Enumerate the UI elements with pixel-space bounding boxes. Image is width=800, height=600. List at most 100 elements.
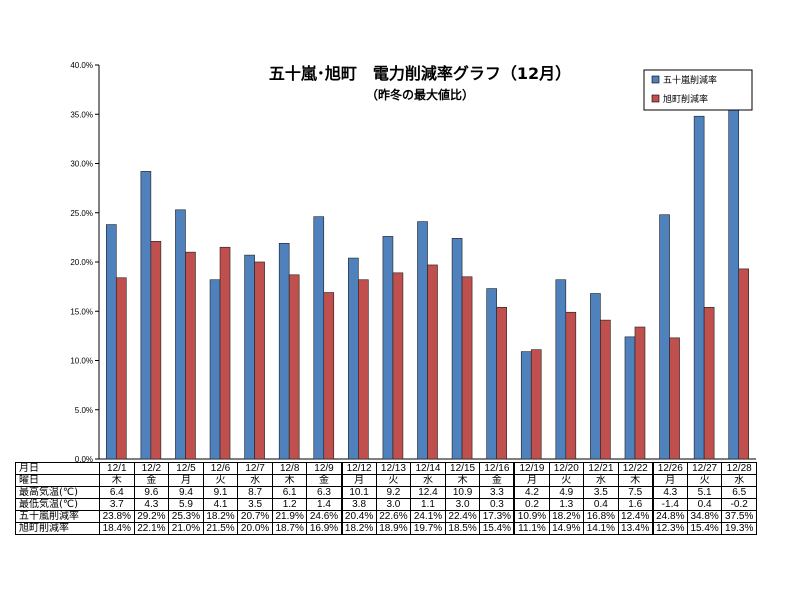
chart-subtitle: （昨冬の最大値比） [366,87,474,102]
bar-igarashi-15 [624,336,636,460]
row-label: 曜日 [15,474,100,487]
bar-igarashi-6 [313,216,325,460]
table-cell: 6.1 [271,486,308,499]
table-cell: 12/12 [340,462,377,475]
bar-igarashi-17 [693,115,705,460]
table-row-weekday: 曜日木金月火水木金月火水木金月火水木月火水 [15,474,757,487]
table-cell: 12/7 [237,462,273,475]
table-cell: 12/26 [651,462,688,475]
table-cell: 3.0 [444,498,481,511]
table-cell: 18.5% [444,522,481,535]
bar-igarashi-3 [209,279,221,460]
bar-igarashi-1 [140,171,152,460]
table-row-asahimachi: 旭町削減率 18.4% 22.1% 21.0% 21.5% 20.0% 18.7% 16.9%… [15,522,757,535]
table-cell: 12/21 [583,462,619,475]
table-cell: 月 [513,474,550,487]
bar-igarashi-13 [555,279,567,460]
table-cell: 12/1 [99,462,135,475]
row-label: 月日 [15,462,100,475]
y-tick-label: 40.0% [70,61,93,70]
table-cell: 4.3 [133,498,170,511]
table-cell: 3.5 [583,486,619,499]
table-cell: 24.6% [306,510,343,523]
bar-asahimachi-1 [150,241,162,460]
table-cell: 11.1% [513,522,550,535]
table-cell: 13.4% [617,522,654,535]
table-cell: 4.9 [548,486,585,499]
row-label: 最低気温(℃) [15,498,100,511]
table-cell: 24.8% [651,510,688,523]
table-cell: 12/20 [548,462,585,475]
table-cell: 3.3 [479,486,515,499]
chart-title: 五十嵐･旭町 電力削減率グラフ（12月） [269,64,571,83]
table-cell: 1.4 [306,498,343,511]
table-cell: 16.9% [306,522,343,535]
table-cell: 1.3 [548,498,585,511]
table-cell: 月 [168,474,204,487]
table-row-min-temp: 最低気温(℃) 3.7 4.3 5.9 4.1 3.5 1.2 1.4 3.8 3.0 1.1 3.0… [15,498,757,511]
table-cell: 18.2% [340,522,377,535]
bar-igarashi-18 [728,89,740,460]
table-cell: 水 [583,474,619,487]
table-cell: 12/6 [202,462,239,475]
table-cell: 12/8 [271,462,308,475]
y-tick-label: 10.0% [70,357,93,366]
y-tick-label: 35.0% [70,110,93,119]
table-cell: 0.4 [686,498,723,511]
table-cell: 18.4% [99,522,135,535]
bar-asahimachi-18 [738,268,750,460]
table-cell: 24.1% [410,510,446,523]
table-cell: 22.1% [133,522,170,535]
bar-asahimachi-12 [530,349,542,460]
table-cell: 20.4% [340,510,377,523]
y-tick-label: 30.0% [70,160,93,169]
table-cell: 3.5 [237,498,273,511]
table-cell: 6.5 [721,486,757,499]
table-cell: 水 [410,474,446,487]
bar-asahimachi-3 [219,246,231,460]
table-cell: 4.2 [513,486,550,499]
bar-igarashi-4 [244,254,255,460]
bar-igarashi-9 [417,221,428,460]
table-cell: 23.8% [99,510,135,523]
table-cell: 21.0% [168,522,204,535]
table-cell: 12/27 [686,462,723,475]
table-cell: 12.4 [410,486,446,499]
table-cell: 29.2% [133,510,170,523]
table-cell: 12/28 [721,462,757,475]
table-row-max-temp: 最高気温(℃) 6.4 9.6 9.4 9.1 8.7 6.1 6.3 10.1 9.2 12.4 1… [15,486,757,499]
table-cell: 1.6 [617,498,654,511]
row-label: 最高気温(℃) [15,486,100,499]
table-cell: 10.1 [340,486,377,499]
table-cell: 水 [721,474,757,487]
table-cell: 12/14 [410,462,446,475]
table-cell: 10.9% [513,510,550,523]
table-cell: 12.3% [651,522,688,535]
table-cell: 15.4% [686,522,723,535]
bar-asahimachi-14 [600,319,611,460]
legend: 五十嵐削減率 旭町削減率 [643,69,753,111]
bar-igarashi-0 [105,224,117,460]
table-cell: 4.1 [202,498,239,511]
table-cell: 水 [237,474,273,487]
table-cell: 18.9% [375,522,412,535]
bar-igarashi-11 [486,288,497,460]
table-cell: 18.7% [271,522,308,535]
table-cell: 12.4% [617,510,654,523]
y-tick-label: 25.0% [70,209,93,218]
legend-label-igarashi: 五十嵐削減率 [663,74,717,86]
bar-igarashi-10 [451,238,463,460]
bar-asahimachi-7 [358,279,369,460]
table-cell: 1.1 [410,498,446,511]
table-cell: 金 [479,474,515,487]
bar-asahimachi-17 [703,307,715,460]
table-cell: 12/15 [444,462,481,475]
table-cell: 12/13 [375,462,412,475]
table-cell: 12/16 [479,462,515,475]
table-cell: 14.1% [583,522,619,535]
table-cell: 14.9% [548,522,585,535]
table-cell: 22.6% [375,510,412,523]
table-cell: 8.7 [237,486,273,499]
table-cell: 15.4% [479,522,515,535]
bars [105,89,750,460]
